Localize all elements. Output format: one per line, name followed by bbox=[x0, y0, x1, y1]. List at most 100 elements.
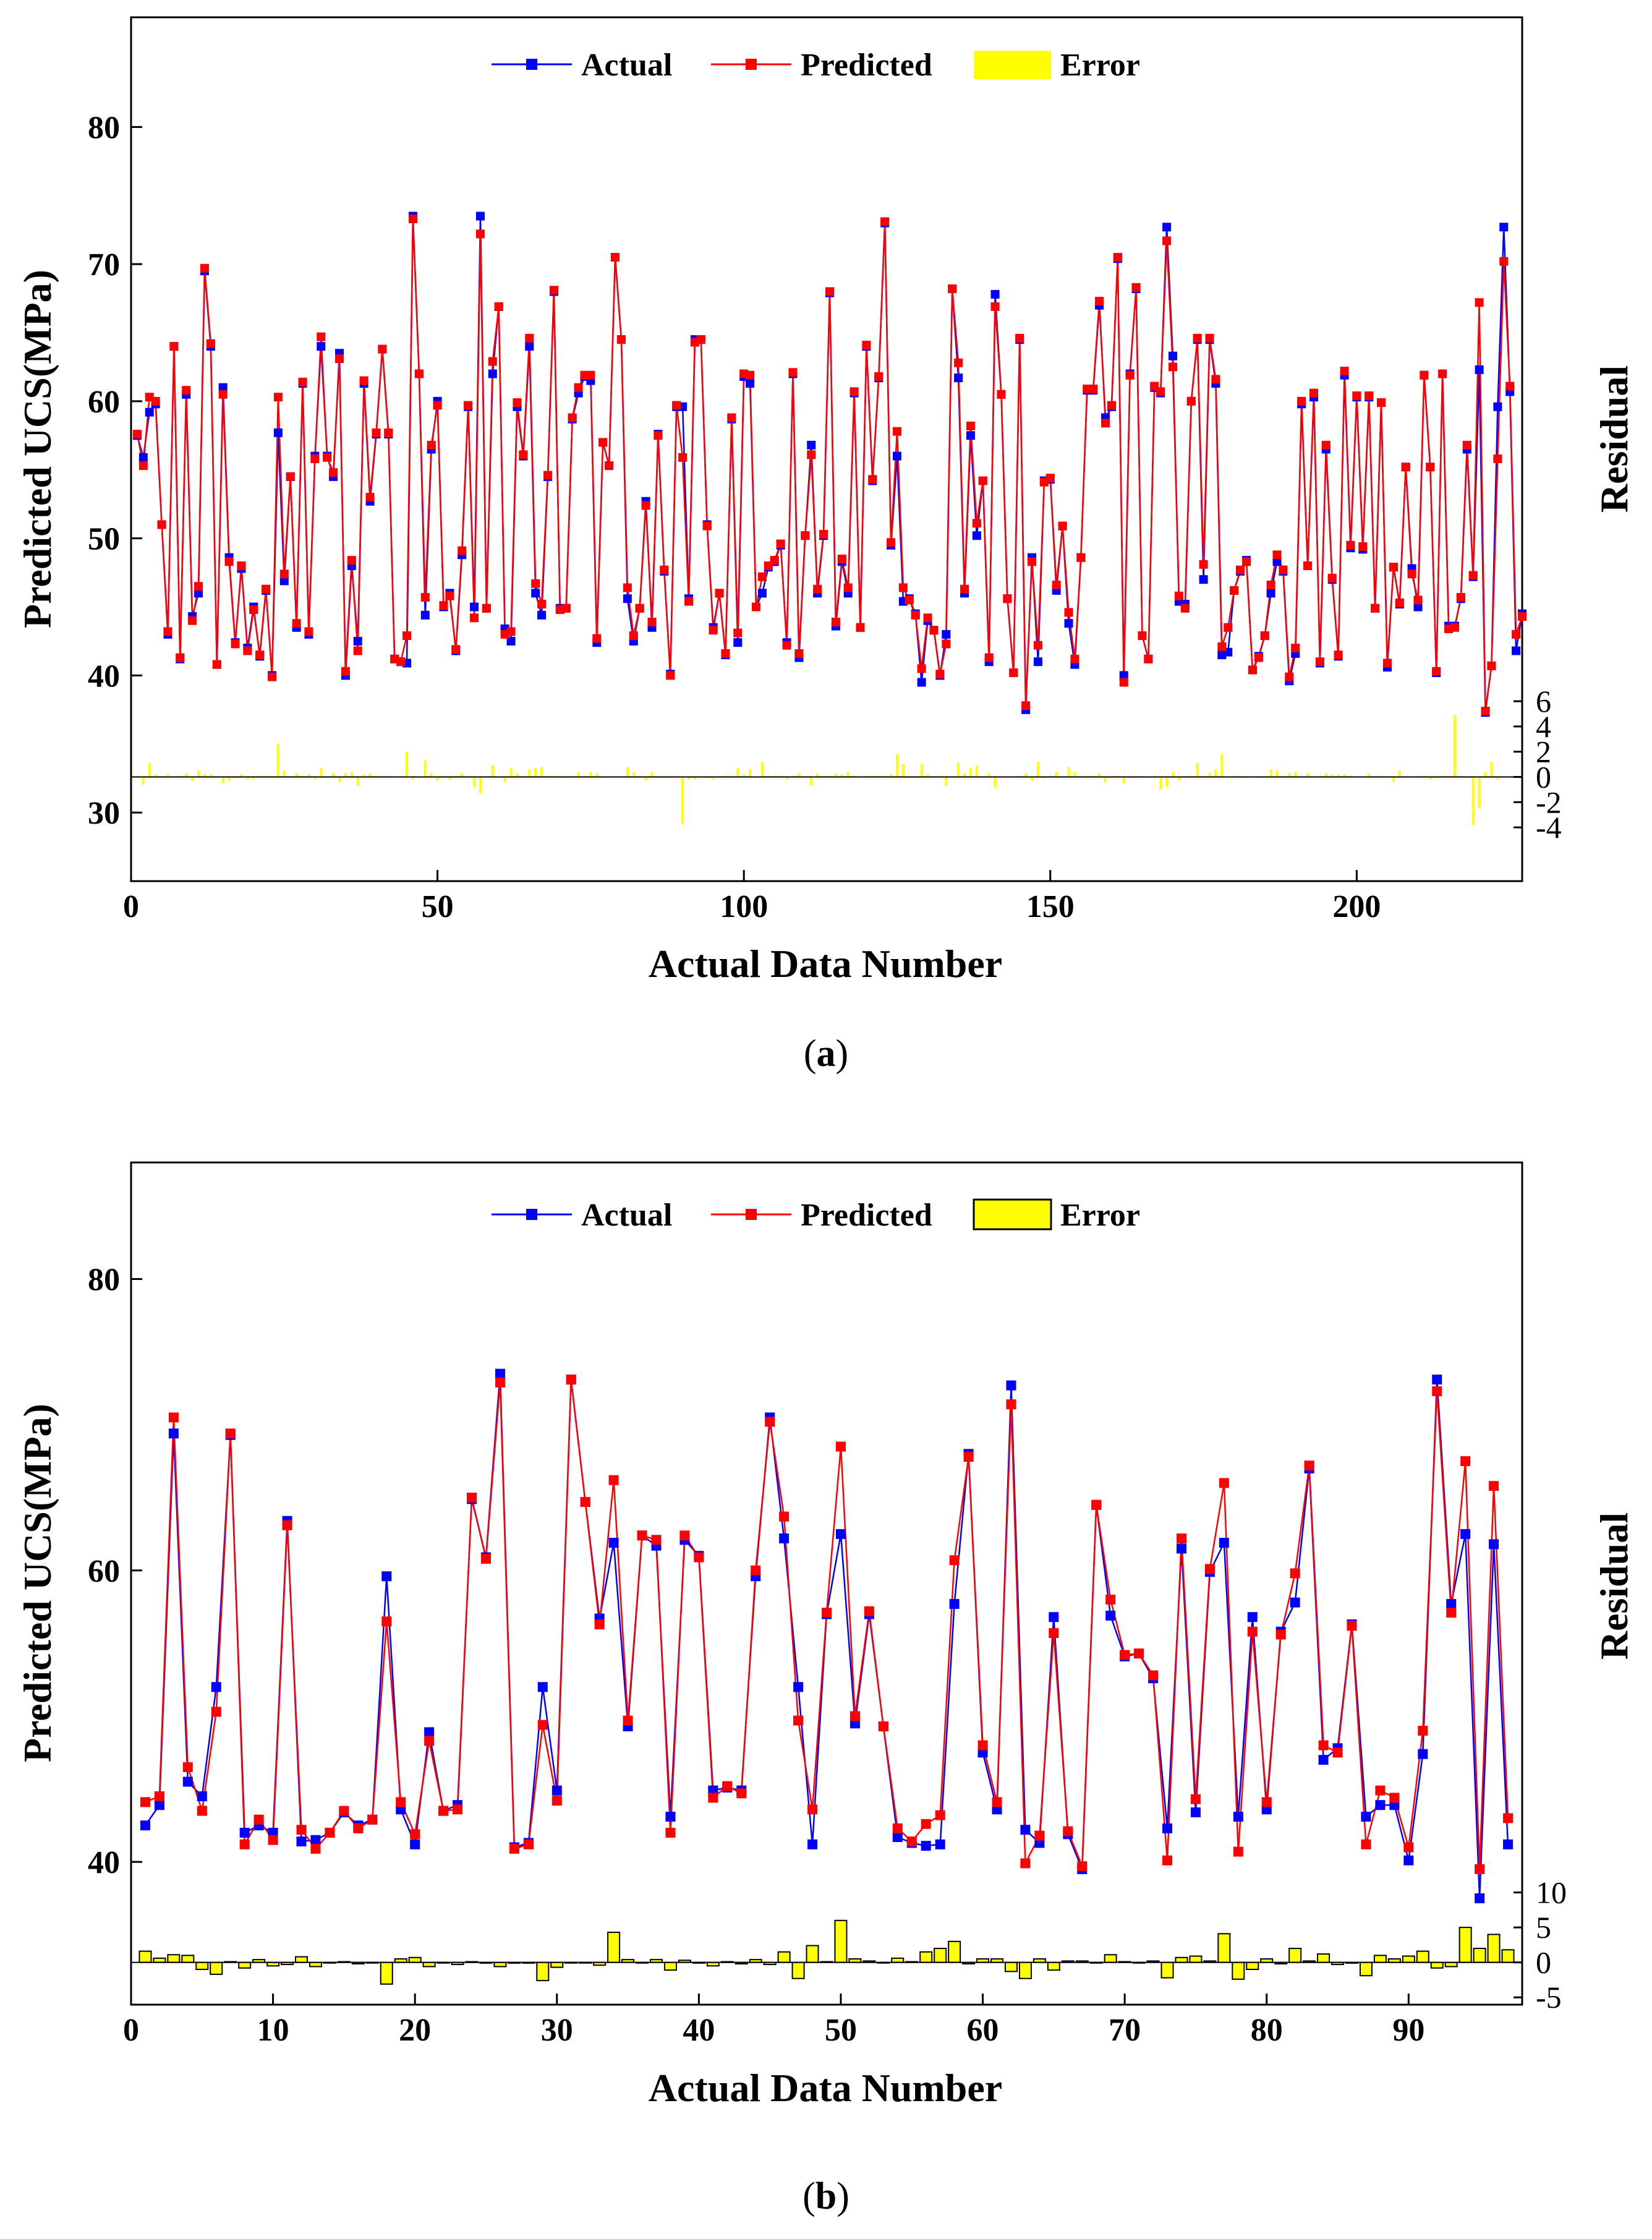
actual-point bbox=[1318, 1755, 1329, 1765]
y-axis-title: Predicted UCS(MPa) bbox=[15, 270, 59, 628]
predicted-point bbox=[715, 589, 724, 598]
actual-point bbox=[793, 1682, 804, 1692]
predicted-point bbox=[335, 354, 344, 364]
predicted-point bbox=[574, 383, 583, 392]
error-bar bbox=[276, 744, 279, 777]
actual-point bbox=[935, 1839, 945, 1849]
error-bar bbox=[1275, 770, 1279, 777]
error-bar bbox=[589, 772, 592, 777]
actual-point bbox=[1403, 1855, 1414, 1866]
predicted-point bbox=[672, 401, 681, 410]
error-bar bbox=[411, 777, 414, 780]
caption-open-paren: ( bbox=[804, 1033, 817, 1075]
predicted-point bbox=[304, 627, 313, 636]
error-bar bbox=[179, 775, 182, 777]
predicted-point bbox=[637, 1530, 647, 1541]
predicted-point bbox=[347, 556, 356, 565]
x-tick-label: 150 bbox=[1026, 889, 1075, 924]
error-bar bbox=[777, 1951, 791, 1963]
error-bar bbox=[650, 772, 654, 777]
error-bar bbox=[1217, 1933, 1231, 1963]
predicted-point bbox=[592, 634, 602, 643]
predicted-point bbox=[200, 263, 209, 273]
predicted-point bbox=[906, 1836, 917, 1847]
error-bar bbox=[534, 768, 537, 777]
predicted-point bbox=[1120, 1650, 1130, 1660]
predicted-point bbox=[1028, 557, 1037, 566]
x-tick-label: 50 bbox=[422, 889, 454, 924]
predicted-point bbox=[453, 1804, 463, 1815]
x-axis-title: Actual Data Number bbox=[649, 942, 1002, 986]
predicted-point bbox=[537, 1720, 548, 1730]
predicted-point bbox=[410, 1829, 420, 1840]
predicted-point bbox=[978, 476, 987, 485]
error-bar bbox=[822, 775, 825, 777]
error-bar bbox=[552, 775, 555, 777]
error-bar bbox=[1018, 775, 1021, 777]
error-bar bbox=[350, 772, 353, 777]
actual-point bbox=[1033, 657, 1042, 667]
error-bar bbox=[693, 777, 696, 780]
predicted-point bbox=[506, 627, 516, 636]
predicted-point bbox=[605, 461, 614, 471]
error-bar bbox=[1190, 775, 1193, 777]
predicted-point bbox=[1020, 1858, 1031, 1869]
actual-point bbox=[194, 589, 203, 598]
legend-error-label: Error bbox=[1060, 1198, 1140, 1233]
legend-actual-marker bbox=[526, 1209, 537, 1220]
caption-close-paren: ) bbox=[836, 1033, 849, 1075]
predicted-point bbox=[923, 613, 932, 623]
plot-frame bbox=[130, 1161, 1523, 2006]
predicted-point bbox=[977, 1740, 988, 1751]
predicted-point bbox=[1169, 362, 1178, 372]
predicted-point bbox=[623, 583, 632, 592]
error-bar bbox=[957, 763, 960, 777]
actual-point bbox=[1499, 223, 1509, 232]
error-bar bbox=[1160, 1961, 1174, 1979]
error-bar bbox=[283, 770, 286, 777]
predicted-point bbox=[1438, 369, 1447, 378]
error-bar bbox=[1202, 775, 1205, 777]
actual-point bbox=[1432, 1375, 1442, 1385]
actual-point bbox=[1446, 1598, 1457, 1609]
predicted-point bbox=[1275, 1629, 1286, 1640]
error-bar bbox=[1232, 1961, 1245, 1980]
predicted-point bbox=[722, 1781, 733, 1791]
actual-point bbox=[1020, 1825, 1031, 1835]
predicted-point bbox=[1162, 1855, 1173, 1866]
actual-point bbox=[495, 1368, 505, 1379]
predicted-point bbox=[1076, 553, 1086, 562]
y-tick-label: 80 bbox=[88, 110, 120, 145]
predicted-point bbox=[1134, 1648, 1144, 1659]
predicted-point bbox=[537, 600, 547, 609]
error-bar bbox=[1196, 763, 1199, 777]
predicted-point bbox=[268, 1835, 278, 1845]
error-bar bbox=[1110, 775, 1113, 777]
error-bar bbox=[828, 775, 831, 777]
predicted-point bbox=[140, 1797, 150, 1807]
predicted-point bbox=[329, 468, 338, 477]
predicted-point bbox=[1091, 1499, 1102, 1510]
predicted-point bbox=[1211, 375, 1220, 384]
predicted-point bbox=[696, 335, 705, 344]
actual-point bbox=[942, 629, 951, 639]
predicted-point bbox=[651, 1535, 662, 1545]
predicted-point bbox=[188, 616, 197, 625]
predicted-point bbox=[464, 401, 473, 410]
predicted-point bbox=[586, 370, 595, 380]
predicted-point bbox=[267, 672, 276, 681]
error-bar bbox=[479, 777, 482, 793]
predicted-point bbox=[1144, 654, 1153, 663]
error-bar bbox=[406, 751, 409, 777]
error-bar bbox=[779, 775, 782, 777]
error-bar bbox=[1496, 777, 1499, 780]
error-bar bbox=[901, 764, 905, 777]
predicted-point bbox=[1009, 668, 1018, 677]
error-bar bbox=[1343, 774, 1346, 777]
predicted-point bbox=[1285, 672, 1294, 681]
predicted-point bbox=[197, 1806, 207, 1816]
error-bar bbox=[626, 767, 629, 777]
predicted-point bbox=[917, 664, 926, 673]
actual-point bbox=[470, 602, 479, 612]
